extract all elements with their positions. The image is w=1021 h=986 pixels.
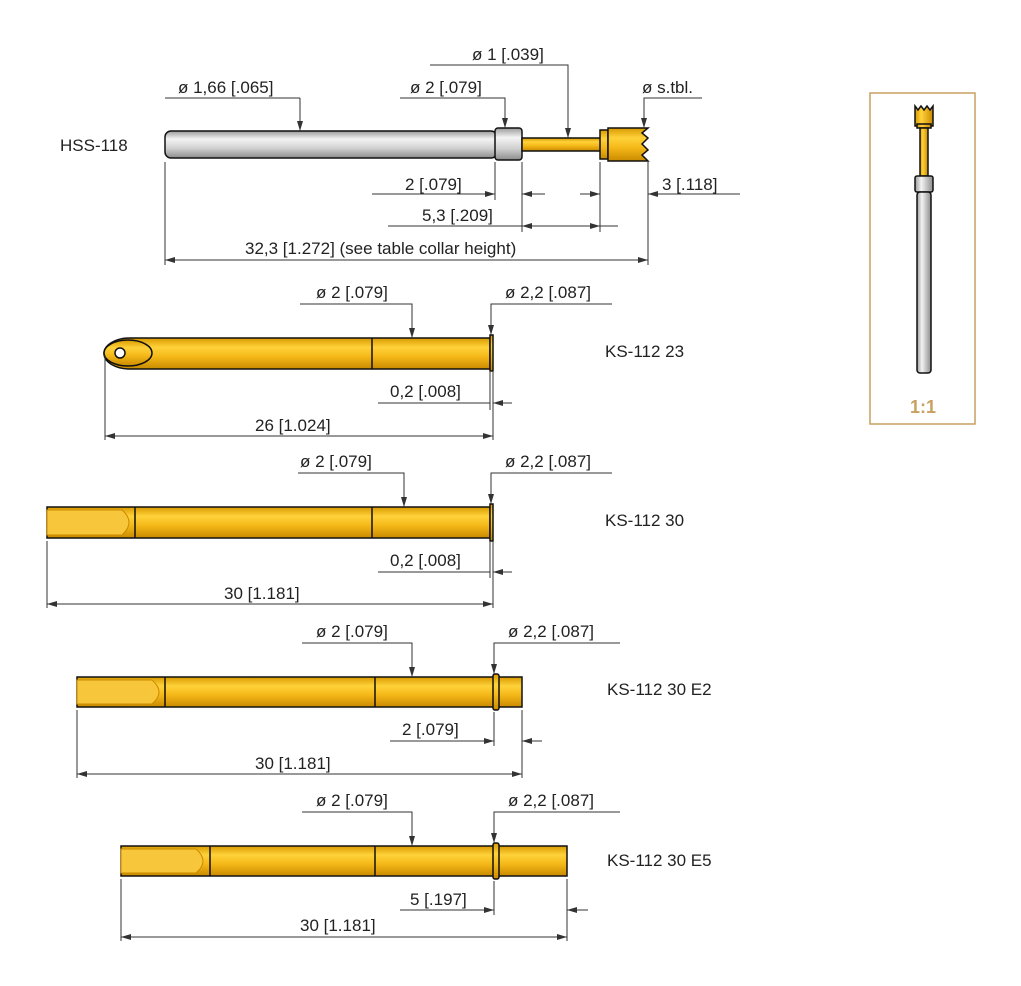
mini-crown xyxy=(914,103,934,127)
part-ks-112-30: KS-112 30 ø 2 [.079] ø 2,2 [.087] 0,2 [.… xyxy=(46,452,684,608)
scale-preview: 1:1 xyxy=(869,92,976,425)
part-label: KS-112 23 xyxy=(605,342,684,361)
part-ks-112-30-e5: KS-112 30 E5 ø 2 [.079] ø 2,2 [.087] 5 [… xyxy=(120,791,712,941)
part-label: KS-112 30 xyxy=(605,511,684,530)
part-ks-112-30-e2: KS-112 30 E2 ø 2 [.079] ø 2,2 [.087] 2 [… xyxy=(76,622,712,778)
part-ks-112-23: KS-112 23 ø 2 [.079] ø 2,2 [.087] 0,2 [.… xyxy=(103,283,684,440)
dim-total-length: 32,3 [1.272] (see table collar height) xyxy=(245,239,516,258)
dim-flange-thickness: 0,2 [.008] xyxy=(390,551,461,570)
part-label: KS-112 30 E5 xyxy=(607,851,712,870)
part-hss-118: HSS-118 ø 1,66 [.065] ø 2 [.079] ø 1 [.0… xyxy=(60,45,740,265)
dim-plunger-diameter: ø 1 [.039] xyxy=(472,45,544,64)
dim-total-length: 30 [1.181] xyxy=(255,754,331,773)
dim-plunger-length: 5,3 [.209] xyxy=(422,206,493,225)
plunger xyxy=(521,137,603,152)
dim-body-diameter: ø 2 [.079] xyxy=(316,791,388,810)
scale-label: 1:1 xyxy=(910,397,936,417)
dim-ring-diameter: ø 2,2 [.087] xyxy=(508,622,594,641)
dim-collar-length: 2 [.079] xyxy=(405,175,462,194)
part-label: HSS-118 xyxy=(60,136,128,155)
dim-head-diameter: ø s.tbl. xyxy=(642,78,693,97)
dim-body-diameter: ø 2 [.079] xyxy=(316,283,388,302)
dim-flange-thickness: 0,2 [.008] xyxy=(390,382,461,401)
plunger-ring xyxy=(599,129,609,160)
dim-body-diameter: ø 2 [.079] xyxy=(300,452,372,471)
dim-body-diameter: ø 2 [.079] xyxy=(316,622,388,641)
mini-plunger xyxy=(919,127,929,177)
dim-ring-position: 2 [.079] xyxy=(402,720,459,739)
barrel xyxy=(164,130,498,159)
dim-flange-diameter: ø 2,2 [.087] xyxy=(505,452,591,471)
dim-collar-diameter: ø 2 [.079] xyxy=(410,78,482,97)
dim-ring-diameter: ø 2,2 [.087] xyxy=(508,791,594,810)
mini-collar xyxy=(914,175,934,193)
dim-ring-position: 5 [.197] xyxy=(410,890,467,909)
dim-head-length: 3 [.118] xyxy=(662,175,717,194)
crown-head xyxy=(607,127,651,162)
dim-total-length: 30 [1.181] xyxy=(300,916,376,935)
dim-flange-diameter: ø 2,2 [.087] xyxy=(505,283,591,302)
receptacle-body xyxy=(103,337,491,370)
dim-total-length: 30 [1.181] xyxy=(224,584,300,603)
collar xyxy=(494,127,523,161)
dim-barrel-diameter: ø 1,66 [.065] xyxy=(178,78,273,97)
mini-barrel xyxy=(916,191,932,374)
part-label: KS-112 30 E2 xyxy=(607,680,712,699)
dim-total-length: 26 [1.024] xyxy=(255,416,331,435)
